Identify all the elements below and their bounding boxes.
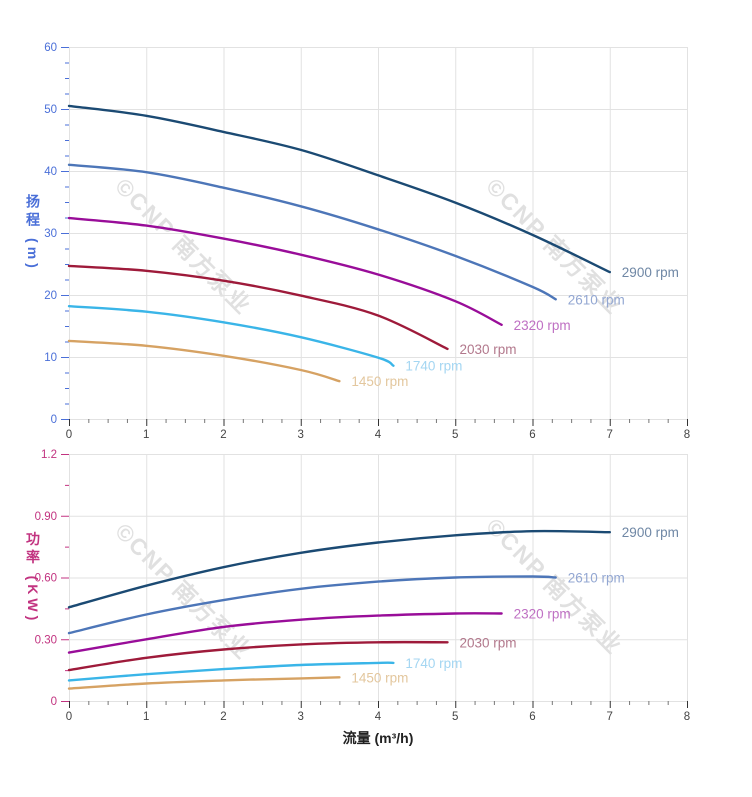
x-axis-ticks <box>69 419 688 426</box>
x-tick-label: 5 <box>452 711 458 723</box>
x-axis-title-flow: 流量 (m³/h) <box>342 730 414 746</box>
y-tick-label: 50 <box>44 104 57 116</box>
x-tick-label: 4 <box>375 429 382 441</box>
x-tick-label: 5 <box>452 429 458 441</box>
y-tick-label: 60 <box>44 42 57 54</box>
curve-2320-rpm <box>67 612 503 654</box>
y-axis-title-power: 功率 (KW) <box>25 531 41 625</box>
curve-label-2900-rpm: 2900 rpm <box>622 525 679 540</box>
curve-2610-rpm <box>67 575 557 635</box>
x-tick-label: 4 <box>375 711 382 723</box>
y-tick-label: 0 <box>51 696 57 708</box>
curve-1450-rpm <box>67 676 341 690</box>
y-tick-label: 30 <box>44 228 57 240</box>
x-tick-label: 2 <box>220 711 226 723</box>
x-tick-label: 6 <box>529 711 535 723</box>
curve-2610-rpm <box>67 163 557 301</box>
x-tick-label: 7 <box>607 711 613 723</box>
y-axis-ticks <box>61 454 69 702</box>
curve-1740-rpm <box>67 305 395 367</box>
gridlines <box>69 47 688 420</box>
y-tick-label: 20 <box>44 290 57 302</box>
curve-2030-rpm <box>67 264 449 351</box>
y-axis-title-head: 扬程 (m) <box>25 194 41 272</box>
curve-label-2320-rpm: 2320 rpm <box>514 607 571 622</box>
y-tick-label: 0 <box>51 414 57 426</box>
curve-2320-rpm <box>67 216 503 326</box>
x-axis-ticks <box>69 701 688 708</box>
curve-2900-rpm <box>67 529 611 609</box>
gridlines <box>69 454 688 702</box>
curve-label-2610-rpm: 2610 rpm <box>568 292 625 307</box>
x-tick-label: 2 <box>220 429 226 441</box>
curve-label-2030-rpm: 2030 rpm <box>460 635 517 650</box>
curve-1740-rpm <box>67 661 395 682</box>
x-tick-label: 3 <box>298 711 304 723</box>
curve-2900-rpm <box>67 104 611 274</box>
curve-label-2030-rpm: 2030 rpm <box>460 342 517 357</box>
y-axis-ticks <box>61 47 69 420</box>
x-tick-label: 1 <box>143 429 149 441</box>
x-tick-label: 0 <box>66 711 72 723</box>
curve-label-1740-rpm: 1740 rpm <box>405 656 462 671</box>
x-tick-label: 8 <box>684 711 690 723</box>
y-tick-label: 0.60 <box>35 573 57 585</box>
curve-label-1740-rpm: 1740 rpm <box>405 359 462 374</box>
x-tick-label: 0 <box>66 429 72 441</box>
curve-label-2610-rpm: 2610 rpm <box>568 571 625 586</box>
head-vs-flow-chart: 0 1 2 3 4 5 6 7 8 0 10 20 30 40 50 60 2900 rpm 2610 rpm 23… <box>44 42 690 441</box>
curve-2030-rpm <box>67 640 449 672</box>
x-tick-label: 7 <box>607 429 613 441</box>
y-tick-label: 10 <box>44 352 57 364</box>
curve-label-1450-rpm: 1450 rpm <box>351 374 408 389</box>
curve-1450-rpm <box>67 339 341 383</box>
y-tick-label: 0.90 <box>35 511 57 523</box>
curve-label-2900-rpm: 2900 rpm <box>622 265 679 280</box>
power-vs-flow-chart: 0 1 2 3 4 5 6 7 8 0 0.30 0.60 0.90 1.2 2900 rpm 2610 rp… <box>35 449 691 723</box>
x-tick-label: 3 <box>298 429 304 441</box>
x-tick-label: 8 <box>684 429 690 441</box>
curve-label-1450-rpm: 1450 rpm <box>351 670 408 685</box>
y-tick-label: 1.2 <box>41 449 57 461</box>
x-tick-label: 1 <box>143 711 149 723</box>
y-tick-label: 40 <box>44 166 57 178</box>
y-tick-label: 0.30 <box>35 634 57 646</box>
x-tick-label: 6 <box>529 429 535 441</box>
curve-label-2320-rpm: 2320 rpm <box>514 318 571 333</box>
